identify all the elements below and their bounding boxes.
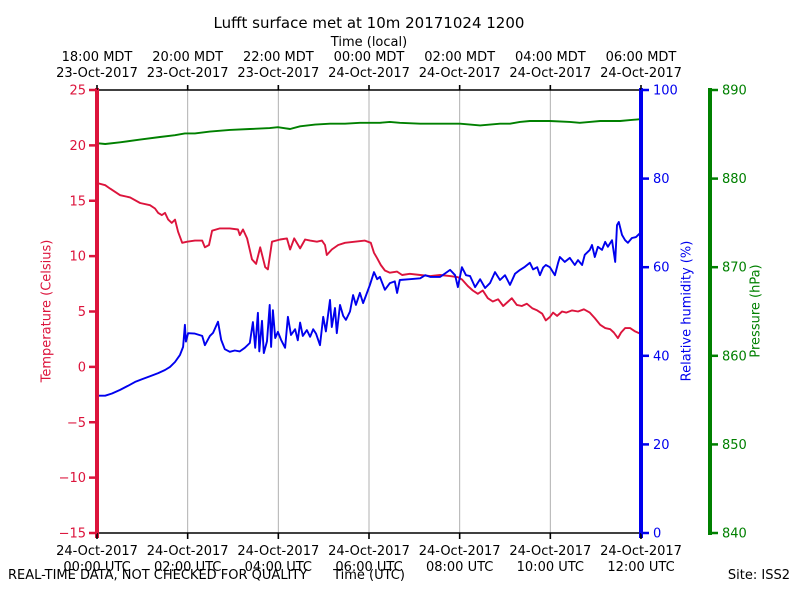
bottom-tick-date-label: 24-Oct-2017 <box>328 544 410 559</box>
temperature-tick-label: 0 <box>78 360 86 375</box>
temperature-tick-label: −10 <box>59 471 86 486</box>
bottom-tick-time-label: 12:00 UTC <box>607 560 674 575</box>
pressure-tick-label: 860 <box>722 349 747 364</box>
top-tick-time-label: 22:00 MDT <box>243 50 314 65</box>
top-tick-date-label: 24-Oct-2017 <box>419 66 501 81</box>
top-tick-time-label: 20:00 MDT <box>152 50 223 65</box>
humidity-tick-label: 20 <box>653 438 670 453</box>
bottom-tick-time-label: 02:00 UTC <box>154 560 221 575</box>
site-label: Site: ISS2 <box>727 568 790 583</box>
bottom-tick-date-label: 24-Oct-2017 <box>600 544 682 559</box>
top-tick-date-label: 23-Oct-2017 <box>56 66 138 81</box>
top-tick-time-label: 00:00 MDT <box>334 50 405 65</box>
temperature-axis-label: Temperature (Celsius) <box>39 239 55 383</box>
pressure-tick-label: 850 <box>722 438 747 453</box>
pressure-curve <box>96 118 642 145</box>
top-tick-date-label: 23-Oct-2017 <box>147 66 229 81</box>
top-tick-date-label: 24-Oct-2017 <box>328 66 410 81</box>
relative-humidity-curve <box>96 221 642 397</box>
bottom-tick-time-label: 04:00 UTC <box>245 560 312 575</box>
bottom-axis-label: Time (UTC) <box>333 568 405 583</box>
humidity-tick-label: 100 <box>653 84 678 99</box>
top-tick-time-label: 18:00 MDT <box>62 50 133 65</box>
quality-disclaimer: REAL-TIME DATA, NOT CHECKED FOR QUALITY <box>8 568 308 583</box>
top-tick-time-label: 02:00 MDT <box>424 50 495 65</box>
pressure-tick-label: 840 <box>722 527 747 542</box>
pressure-tick-label: 890 <box>722 84 747 99</box>
bottom-tick-time-label: 08:00 UTC <box>426 560 493 575</box>
humidity-tick-label: 0 <box>653 527 661 542</box>
bottom-tick-date-label: 24-Oct-2017 <box>419 544 501 559</box>
temperature-tick-label: 10 <box>69 250 86 265</box>
top-tick-time-label: 06:00 MDT <box>606 50 677 65</box>
temperature-curve <box>96 182 642 340</box>
pressure-tick-label: 870 <box>722 261 747 276</box>
chart-title: Lufft surface met at 10m 20171024 1200 <box>213 14 525 32</box>
bottom-tick-time-label: 06:00 UTC <box>335 560 402 575</box>
bottom-tick-date-label: 24-Oct-2017 <box>56 544 138 559</box>
temperature-tick-label: 20 <box>69 139 86 154</box>
top-tick-date-label: 24-Oct-2017 <box>600 66 682 81</box>
humidity-tick-label: 80 <box>653 172 670 187</box>
bottom-tick-date-label: 24-Oct-2017 <box>509 544 591 559</box>
temperature-tick-label: 15 <box>69 194 86 209</box>
bottom-tick-date-label: 24-Oct-2017 <box>237 544 319 559</box>
temperature-tick-label: −15 <box>59 527 86 542</box>
temperature-tick-label: 25 <box>69 84 86 99</box>
bottom-tick-date-label: 24-Oct-2017 <box>147 544 229 559</box>
top-tick-time-label: 04:00 MDT <box>515 50 586 65</box>
humidity-axis-label: Relative humidity (%) <box>679 240 695 382</box>
pressure-tick-label: 880 <box>722 172 747 187</box>
bottom-tick-time-label: 00:00 UTC <box>63 560 130 575</box>
temperature-tick-label: −5 <box>67 416 86 431</box>
top-tick-date-label: 23-Oct-2017 <box>237 66 319 81</box>
top-tick-date-label: 24-Oct-2017 <box>509 66 591 81</box>
pressure-axis-label: Pressure (hPa) <box>748 264 764 358</box>
humidity-tick-label: 60 <box>653 261 670 276</box>
humidity-tick-label: 40 <box>653 349 670 364</box>
bottom-tick-time-label: 10:00 UTC <box>517 560 584 575</box>
temperature-tick-label: 5 <box>78 305 86 320</box>
top-axis-label: Time (local) <box>330 35 408 50</box>
